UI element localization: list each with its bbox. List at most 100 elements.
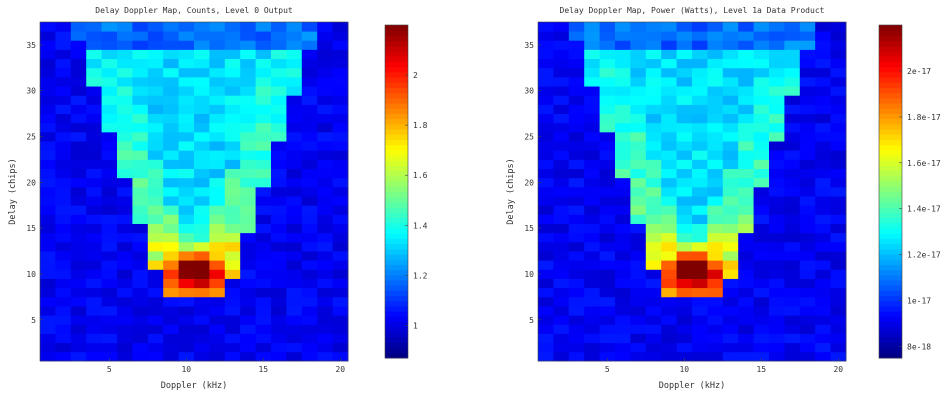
heatmap-cell (301, 168, 318, 179)
heatmap-cell (738, 351, 754, 362)
colorbar-segment (879, 300, 902, 307)
heatmap-cell (615, 287, 631, 298)
heatmap-cell (630, 168, 647, 179)
heatmap-cell (55, 40, 72, 50)
heatmap-cell (286, 306, 303, 316)
heatmap-cell (553, 333, 570, 344)
heatmap-cell (101, 342, 118, 353)
heatmap-cell (661, 95, 677, 105)
heatmap-cell (615, 58, 631, 69)
heatmap-cell (286, 113, 303, 124)
heatmap-cell (40, 342, 56, 353)
heatmap-cell (317, 86, 333, 96)
heatmap-cell (117, 269, 133, 279)
heatmap-cell (70, 351, 87, 362)
heatmap-cell (799, 241, 816, 252)
y-tick-label: 20 (524, 178, 534, 187)
heatmap-cell (40, 177, 56, 188)
heatmap-cells (538, 22, 847, 362)
heatmap-cell (599, 40, 616, 50)
heatmap-cell (317, 196, 333, 206)
colorbar-tick-label: 2e-17 (907, 67, 931, 76)
heatmap-cell (538, 333, 554, 344)
heatmap-cell (55, 296, 72, 307)
heatmap-cell (224, 159, 241, 169)
heatmap-cell (692, 159, 708, 169)
heatmap-cell (784, 278, 801, 289)
heatmap-cell (70, 269, 87, 279)
heatmap-cell (178, 269, 195, 279)
heatmap-cell (55, 131, 72, 142)
heatmap-cell (224, 306, 241, 316)
heatmap-cell (163, 251, 179, 261)
heatmap-cell (301, 31, 318, 41)
heatmap-cell (815, 131, 831, 142)
heatmap-cell (255, 315, 272, 325)
heatmap-cell (163, 196, 179, 206)
x-tick-label: 5 (605, 365, 610, 374)
heatmap-cell (661, 324, 677, 334)
heatmap-cell (645, 49, 662, 60)
heatmap-cell (676, 86, 693, 96)
colorbar-tick-label: 1e-17 (907, 297, 931, 306)
heatmap-cell (753, 241, 770, 252)
heatmap-cell (630, 260, 647, 270)
heatmap-cell (599, 306, 616, 316)
heatmap-cell (101, 177, 118, 188)
heatmap-cell (163, 342, 179, 353)
heatmap-cell (538, 351, 554, 362)
heatmap-cell (707, 333, 724, 344)
heatmap-cell (240, 150, 256, 160)
heatmap-cell (692, 186, 708, 197)
heatmap-cell (163, 287, 179, 298)
heatmap-cell (255, 141, 272, 151)
heatmap-cell (194, 223, 210, 234)
heatmap-cell (117, 95, 133, 105)
heatmap-cell (692, 223, 708, 234)
heatmap-cell (722, 49, 739, 60)
heatmap-cell (599, 315, 616, 325)
heatmap-cell (178, 296, 195, 307)
heatmap-cell (255, 351, 272, 362)
heatmap-cell (615, 40, 631, 50)
heatmap-cell (86, 306, 102, 316)
colorbar-segment (879, 248, 902, 255)
heatmap-cell (630, 232, 647, 243)
heatmap-cell (209, 196, 226, 206)
heatmap-cell (553, 40, 570, 50)
heatmap-cell (676, 113, 693, 124)
heatmap-cell (178, 214, 195, 224)
colorbar-segment (385, 139, 408, 146)
heatmap-cell (209, 287, 226, 298)
heatmap-cell (178, 86, 195, 96)
heatmap-cell (209, 95, 226, 105)
heatmap-cell (101, 196, 118, 206)
heatmap-cell (40, 104, 56, 115)
colorbar-segment (879, 118, 902, 125)
heatmap-cell (271, 186, 287, 197)
heatmap-cell (830, 269, 847, 279)
heatmap-cell (753, 22, 770, 32)
heatmap-cell (86, 186, 102, 197)
heatmap-cell (286, 177, 303, 188)
colorbar-segment (879, 274, 902, 281)
heatmap-cell (553, 168, 570, 179)
heatmap-cell (830, 168, 847, 179)
heatmap-cell (209, 31, 226, 41)
heatmap-cell (599, 76, 616, 87)
heatmap-cell (70, 251, 87, 261)
heatmap-cell (769, 324, 785, 334)
heatmap-cell (55, 49, 72, 60)
heatmap-cell (301, 251, 318, 261)
heatmap-cell (692, 269, 708, 279)
heatmap-cell (86, 31, 102, 41)
heatmap-cell (332, 232, 349, 243)
heatmap-cell (615, 351, 631, 362)
heatmap-cell (692, 214, 708, 224)
heatmap-cell (553, 150, 570, 160)
heatmap-cell (317, 205, 333, 215)
heatmap-cell (86, 351, 102, 362)
heatmap-cell (553, 205, 570, 215)
heatmap-cell (224, 223, 241, 234)
heatmap-cell (86, 214, 102, 224)
